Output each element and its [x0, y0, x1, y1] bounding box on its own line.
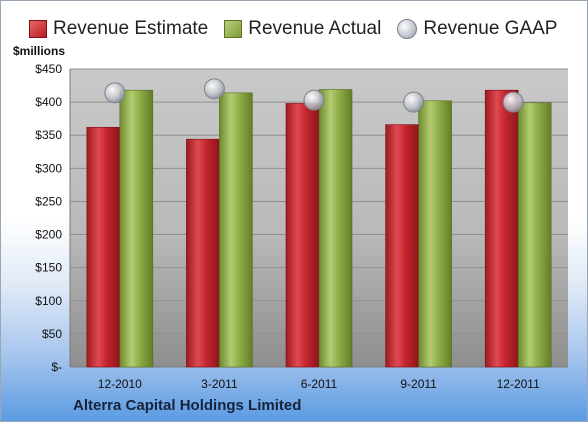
y-tick-label: $400 [35, 95, 62, 109]
bar-revenue-actual [418, 100, 452, 368]
y-tick-label: $300 [35, 161, 62, 175]
bar-revenue-actual [517, 102, 552, 368]
bar-revenue-estimate [484, 89, 519, 368]
bar-revenue-estimate [385, 124, 419, 368]
bar-revenue-actual [219, 92, 253, 368]
legend-swatch-actual [224, 20, 243, 38]
legend-label-gaap: Revenue GAAP [423, 18, 558, 39]
bar-revenue-actual [119, 89, 154, 368]
y-tick-label: $100 [35, 294, 62, 308]
marker-revenue-gaap [403, 91, 425, 113]
chart-legend: Revenue Estimate Revenue Actual Revenue … [29, 15, 573, 43]
x-tick-label: 6-2011 [301, 377, 338, 391]
marker-revenue-gaap [104, 82, 126, 104]
marker-revenue-gaap [203, 78, 225, 100]
bar-revenue-estimate [285, 103, 320, 368]
legend-item-estimate: Revenue Estimate [29, 18, 208, 40]
legend-label-estimate: Revenue Estimate [53, 18, 209, 39]
y-tick-label: $150 [35, 261, 62, 275]
y-tick-label: $50 [42, 327, 62, 341]
legend-label-actual: Revenue Actual [248, 18, 382, 39]
legend-item-actual: Revenue Actual [224, 18, 381, 40]
x-tick-label: 9-2011 [400, 377, 437, 391]
x-tick-label: 12-2011 [497, 377, 540, 391]
y-tick-label: $200 [35, 228, 62, 242]
bar-revenue-estimate [86, 126, 121, 368]
company-name: Alterra Capital Holdings Limited [73, 397, 302, 414]
legend-swatch-gaap [397, 19, 418, 39]
bar-revenue-actual [318, 89, 353, 368]
bar-revenue-estimate [186, 138, 220, 368]
x-tick-label: 12-2010 [98, 377, 142, 391]
y-tick-label: $350 [35, 128, 62, 142]
y-axis-unit-label: $millions [13, 44, 66, 58]
y-tick-label: $250 [35, 194, 62, 208]
y-tick-label: $- [51, 360, 62, 374]
marker-revenue-gaap [303, 89, 325, 111]
legend-swatch-estimate [29, 20, 47, 38]
x-tick-label: 3-2011 [201, 377, 238, 391]
y-tick-label: $450 [35, 62, 62, 76]
legend-item-gaap: Revenue GAAP [397, 18, 557, 40]
marker-revenue-gaap [502, 91, 524, 113]
